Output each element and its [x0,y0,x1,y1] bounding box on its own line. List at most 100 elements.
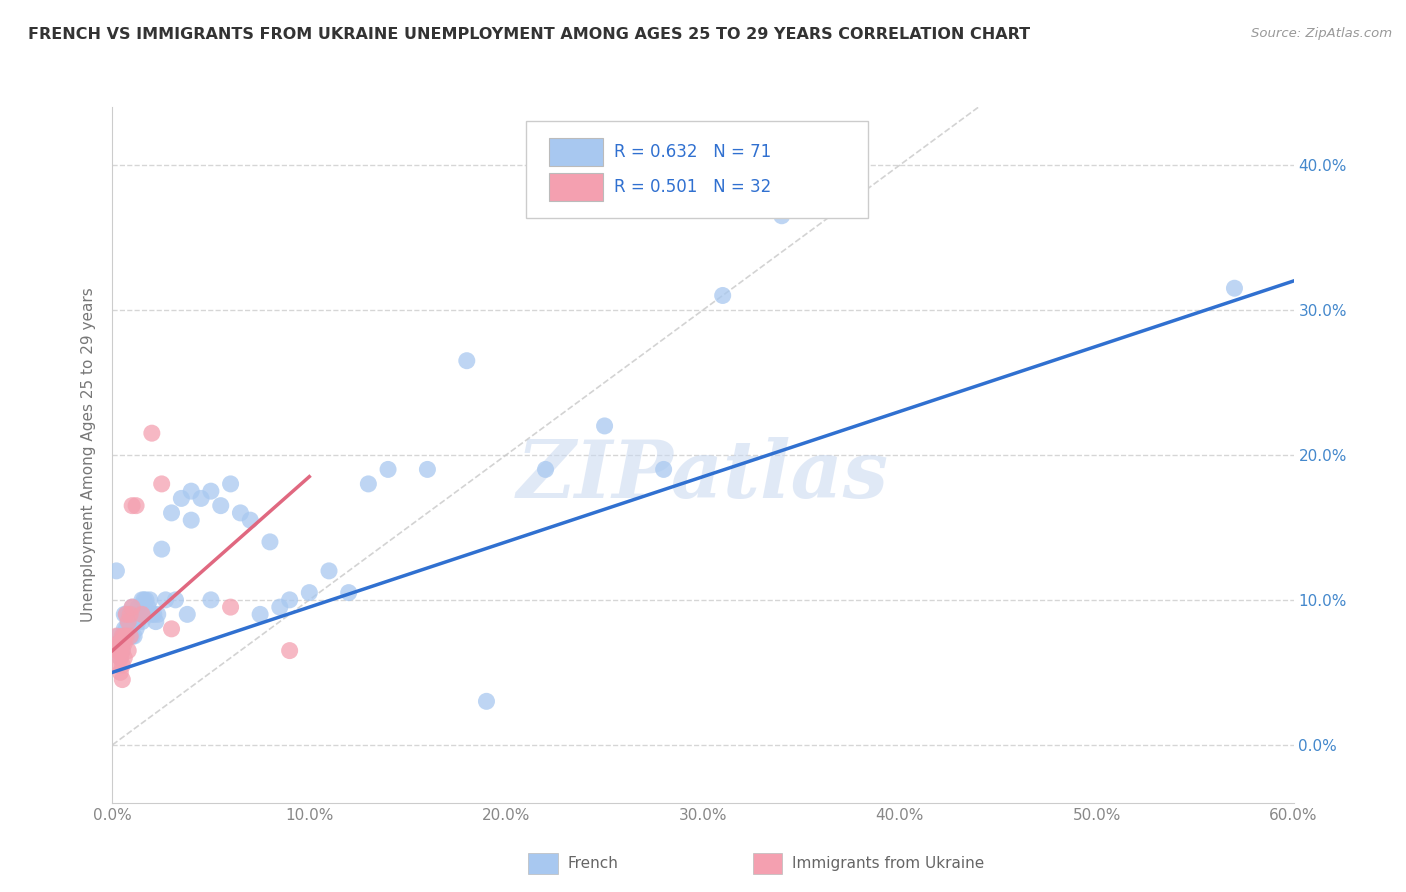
Point [117,629,139,643]
Point [110,651,132,665]
Point [180,513,202,527]
Point [125,622,148,636]
Point [136,600,159,615]
Point [112,651,135,665]
Point [117,615,139,629]
Point [176,607,198,622]
Point [770,209,793,223]
Point [122,607,145,622]
Point [416,462,439,476]
Point [105,564,128,578]
Point [111,658,134,673]
Point [117,607,139,622]
Point [150,542,173,557]
Point [200,592,222,607]
Point [111,643,134,657]
Point [190,491,212,506]
Point [107,643,129,657]
Point [131,592,153,607]
Point [593,419,616,434]
Point [209,499,232,513]
Point [239,513,262,527]
Point [135,592,157,607]
Point [475,694,498,708]
Point [278,643,301,657]
Point [269,600,291,615]
Point [105,643,128,657]
Point [120,629,142,643]
FancyBboxPatch shape [529,853,558,874]
Point [180,484,202,499]
Point [112,607,135,622]
Point [115,629,138,643]
Point [337,585,360,599]
Point [139,592,162,607]
Point [229,506,252,520]
Point [121,615,143,629]
Point [131,615,153,629]
Point [150,476,173,491]
Point [117,615,139,629]
Point [107,636,129,650]
Point [141,607,163,622]
FancyBboxPatch shape [550,173,603,201]
Point [110,665,132,680]
Point [278,592,301,607]
Point [111,673,134,687]
Text: R = 0.501   N = 32: R = 0.501 N = 32 [614,178,772,196]
Point [120,607,142,622]
Point [121,600,143,615]
Point [115,607,138,622]
Point [165,592,187,607]
Point [160,506,183,520]
Point [110,643,132,657]
Point [125,499,148,513]
Point [107,636,129,650]
Point [110,643,132,657]
Point [107,629,129,643]
Point [318,564,340,578]
Point [652,462,675,476]
Point [142,607,165,622]
Point [160,622,183,636]
Point [357,476,380,491]
Text: French: French [567,855,619,871]
Text: FRENCH VS IMMIGRANTS FROM UKRAINE UNEMPLOYMENT AMONG AGES 25 TO 29 YEARS CORRELA: FRENCH VS IMMIGRANTS FROM UKRAINE UNEMPL… [28,27,1031,42]
Point [456,353,478,368]
Point [111,629,134,643]
Point [111,643,134,657]
Point [141,426,163,441]
Point [120,629,142,643]
Point [120,615,142,629]
Text: Immigrants from Ukraine: Immigrants from Ukraine [792,855,984,871]
Point [145,615,167,629]
Text: R = 0.632   N = 71: R = 0.632 N = 71 [614,144,772,161]
Point [107,658,129,673]
Point [112,636,135,650]
Point [111,629,134,643]
Point [110,651,132,665]
Point [298,585,321,599]
Point [117,643,139,657]
Point [111,636,134,650]
FancyBboxPatch shape [752,853,782,874]
Point [115,622,138,636]
Point [146,607,169,622]
Point [534,462,557,476]
Point [155,592,177,607]
Point [110,636,132,650]
Point [127,615,149,629]
Point [127,600,149,615]
Point [259,534,281,549]
Point [112,622,135,636]
Text: Source: ZipAtlas.com: Source: ZipAtlas.com [1251,27,1392,40]
Point [131,607,153,622]
Point [219,600,242,615]
Point [170,491,193,506]
Point [121,499,143,513]
Point [111,636,134,650]
FancyBboxPatch shape [526,121,869,219]
Y-axis label: Unemployment Among Ages 25 to 29 years: Unemployment Among Ages 25 to 29 years [80,287,96,623]
Point [105,629,128,643]
Point [1223,281,1246,295]
